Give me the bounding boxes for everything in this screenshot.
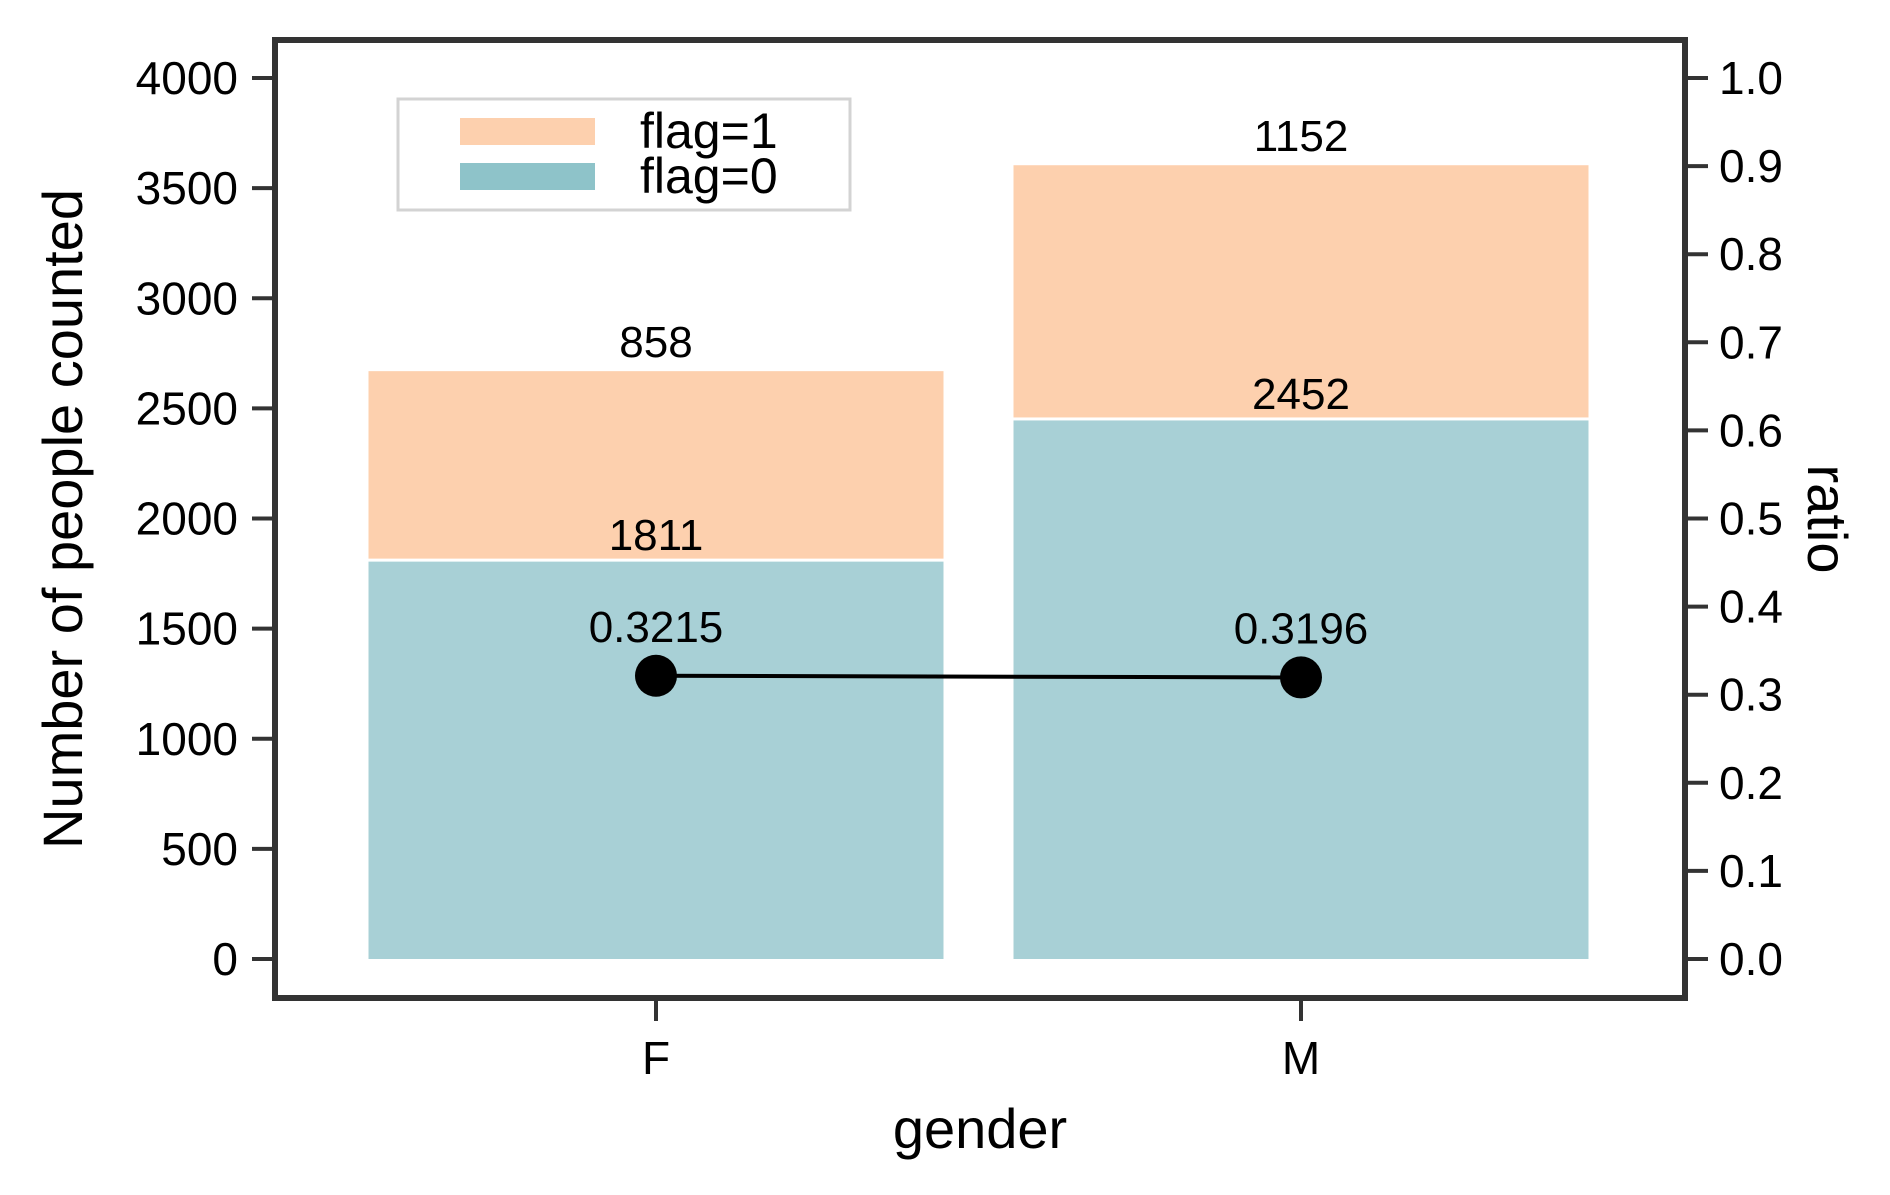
legend-label-flag1: flag=1 (640, 103, 778, 159)
right-y-axis-title: ratio (1796, 465, 1859, 574)
legend-swatch-flag0 (460, 163, 595, 190)
bar-flag0-F (368, 561, 944, 959)
bars-layer (368, 165, 1589, 959)
right-tick-label-0.6: 0.6 (1719, 404, 1783, 456)
ratio-label-F: 0.3215 (589, 603, 724, 652)
legend: flag=1 flag=0 (396, 97, 852, 212)
right-tick-label-0.2: 0.2 (1719, 757, 1783, 809)
ratio-marker-F (635, 654, 677, 697)
left-y-axis-title: Number of people counted (31, 189, 94, 849)
x-tick-label-M: M (1282, 1032, 1320, 1084)
ratio-line (655, 673, 1302, 680)
right-tick-label-0.7: 0.7 (1719, 316, 1783, 368)
left-tick-label-1500: 1500 (136, 603, 238, 655)
bar-label-flag0-M: 2452 (1252, 370, 1350, 419)
left-tick-label-4000: 4000 (136, 52, 238, 104)
bar-flag1-M (1013, 165, 1589, 418)
ratio-line-layer (635, 654, 1322, 699)
ratio-marker-M (1280, 656, 1322, 699)
bar-label-flag0-F: 1811 (609, 511, 704, 560)
left-tick-label-2500: 2500 (136, 382, 238, 434)
right-tick-label-0.9: 0.9 (1719, 140, 1783, 192)
ratio-label-M: 0.3196 (1234, 604, 1369, 653)
right-tick-label-0.3: 0.3 (1719, 669, 1783, 721)
bar-label-flag1-M: 1152 (1254, 112, 1349, 161)
left-tick-label-3500: 3500 (136, 162, 238, 214)
left-tick-label-2000: 2000 (136, 493, 238, 545)
left-tick-label-1000: 1000 (136, 713, 238, 765)
left-y-axis: 0 500 1000 1500 2000 2500 3000 3500 4000 (136, 52, 275, 985)
x-tick-label-F: F (642, 1032, 670, 1084)
right-tick-label-0.0: 0.0 (1719, 933, 1783, 985)
right-tick-label-1.0: 1.0 (1719, 52, 1783, 104)
right-tick-label-0.4: 0.4 (1719, 581, 1783, 633)
left-tick-label-3000: 3000 (136, 272, 238, 324)
right-tick-label-0.8: 0.8 (1719, 228, 1783, 280)
left-tick-label-500: 500 (161, 823, 238, 875)
legend-box (396, 97, 852, 212)
left-tick-label-0: 0 (212, 933, 238, 985)
right-tick-label-0.5: 0.5 (1719, 493, 1783, 545)
bar-label-flag1-F: 858 (619, 318, 692, 367)
right-y-axis: 0.0 0.1 0.2 0.3 0.4 0.5 0.6 0.7 0.8 0.9 1.0 (1685, 52, 1783, 985)
legend-swatch-flag1 (460, 118, 595, 145)
data-labels-layer: 1811 858 2452 1152 0.3215 0.3196 (589, 112, 1369, 653)
right-tick-label-0.1: 0.1 (1719, 845, 1783, 897)
legend-label-flag0: flag=0 (640, 148, 778, 204)
bar-flag1-F (368, 371, 944, 559)
x-axis-title: gender (893, 1097, 1067, 1160)
